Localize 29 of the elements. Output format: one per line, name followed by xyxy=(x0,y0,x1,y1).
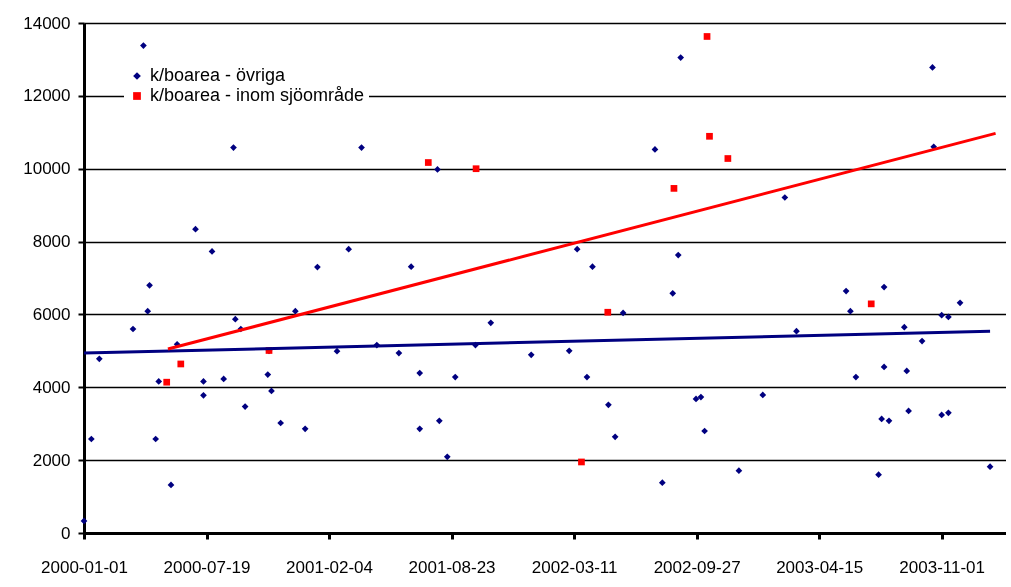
legend-label: k/boarea - inom sjöområde xyxy=(150,85,365,105)
x-tick-label: 2001-02-04 xyxy=(286,557,374,577)
point xyxy=(706,132,713,140)
y-tick-label: 12000 xyxy=(23,86,71,106)
y-tick-label: 4000 xyxy=(32,377,71,397)
point xyxy=(703,33,711,40)
x-tick-label: 2002-09-27 xyxy=(653,557,741,577)
x-tick-label: 2000-01-01 xyxy=(41,557,128,577)
y-tick-label: 10000 xyxy=(23,159,71,179)
point xyxy=(604,308,612,316)
y-tick-label: 6000 xyxy=(32,304,71,324)
point xyxy=(867,300,875,308)
point xyxy=(163,378,171,386)
x-tick-label: 2002-03-11 xyxy=(531,557,618,577)
y-tick-label: 0 xyxy=(61,523,71,543)
legend-label: k/boarea - övriga xyxy=(150,65,287,85)
point xyxy=(578,458,585,466)
y-tick-label: 14000 xyxy=(23,13,71,33)
x-tick-label: 2003-04-15 xyxy=(776,557,864,577)
y-tick-label: 2000 xyxy=(32,450,71,470)
point xyxy=(424,159,432,166)
x-tick-label: 2003-11-01 xyxy=(899,557,986,577)
point xyxy=(177,360,185,368)
x-tick-label: 2000-07-19 xyxy=(163,557,251,577)
y-tick-label: 8000 xyxy=(32,232,71,252)
point xyxy=(670,185,678,192)
x-tick-label: 2001-08-23 xyxy=(408,557,496,577)
point xyxy=(724,155,732,162)
point xyxy=(472,165,480,173)
